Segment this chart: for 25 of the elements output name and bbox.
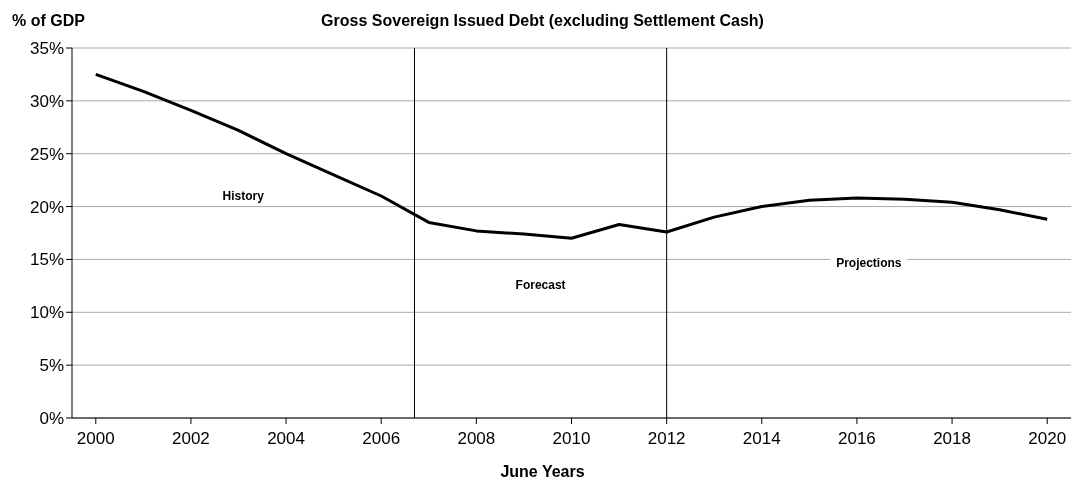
annotation: History bbox=[216, 189, 270, 203]
y-tick-label: 20% bbox=[29, 197, 64, 217]
x-tick-label: 2020 bbox=[1028, 429, 1067, 449]
x-tick-label: 2014 bbox=[742, 429, 781, 449]
x-tick-label: 2016 bbox=[838, 429, 876, 449]
x-tick-label: 2000 bbox=[76, 429, 115, 449]
y-tick-label: 15% bbox=[29, 250, 64, 270]
x-tick-label: 2018 bbox=[933, 429, 971, 449]
y-tick-label: 25% bbox=[29, 144, 64, 164]
annotation: Forecast bbox=[509, 277, 572, 292]
x-tick-label: 2008 bbox=[457, 429, 496, 449]
y-tick-label: 30% bbox=[29, 91, 64, 111]
y-axis-title: % of GDP bbox=[12, 12, 85, 30]
y-tick-label: 0% bbox=[39, 409, 64, 429]
x-axis-title: June Years bbox=[499, 463, 586, 481]
y-tick-label: 35% bbox=[29, 39, 64, 59]
y-tick-label: 5% bbox=[39, 356, 64, 376]
x-tick-label: 2002 bbox=[172, 429, 210, 449]
chart-title: Gross Sovereign Issued Debt (excluding Settlement Cash) bbox=[321, 12, 764, 29]
x-tick-label: 2012 bbox=[647, 429, 686, 449]
x-tick-label: 2010 bbox=[552, 429, 591, 449]
x-tick-label: 2006 bbox=[362, 429, 401, 449]
x-tick-label: 2004 bbox=[267, 429, 305, 449]
y-tick-label: 10% bbox=[29, 303, 64, 323]
annotation: Projections bbox=[830, 255, 908, 270]
